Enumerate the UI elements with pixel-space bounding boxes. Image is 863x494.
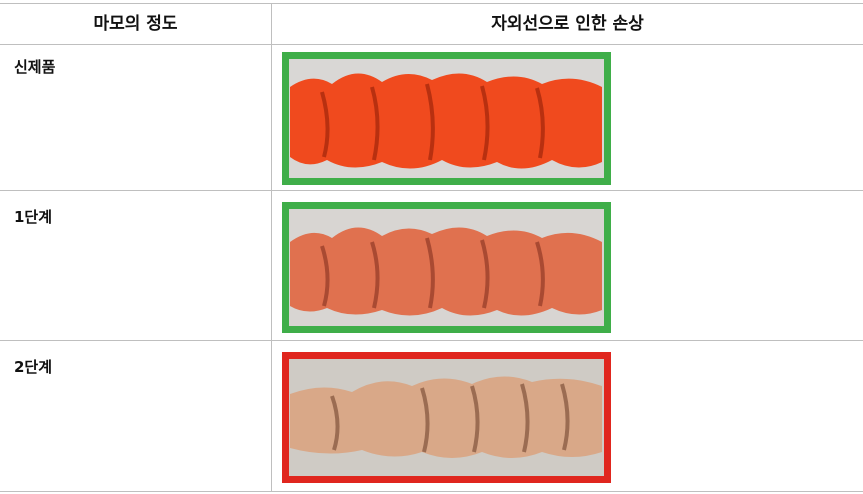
row-label: 신제품 <box>14 58 56 76</box>
rule <box>0 340 863 341</box>
rule <box>0 3 863 4</box>
rule <box>0 491 863 492</box>
header-cell: 자외선으로 인한 손상 <box>491 14 644 34</box>
rule <box>0 44 863 45</box>
photo <box>282 352 611 483</box>
row-label: 2단계 <box>14 358 53 376</box>
photo <box>282 52 611 185</box>
rule <box>0 190 863 191</box>
row-label: 1단계 <box>14 208 53 226</box>
header-cell: 마모의 정도 <box>93 14 178 34</box>
column-rule <box>271 3 272 492</box>
photo <box>282 202 611 333</box>
